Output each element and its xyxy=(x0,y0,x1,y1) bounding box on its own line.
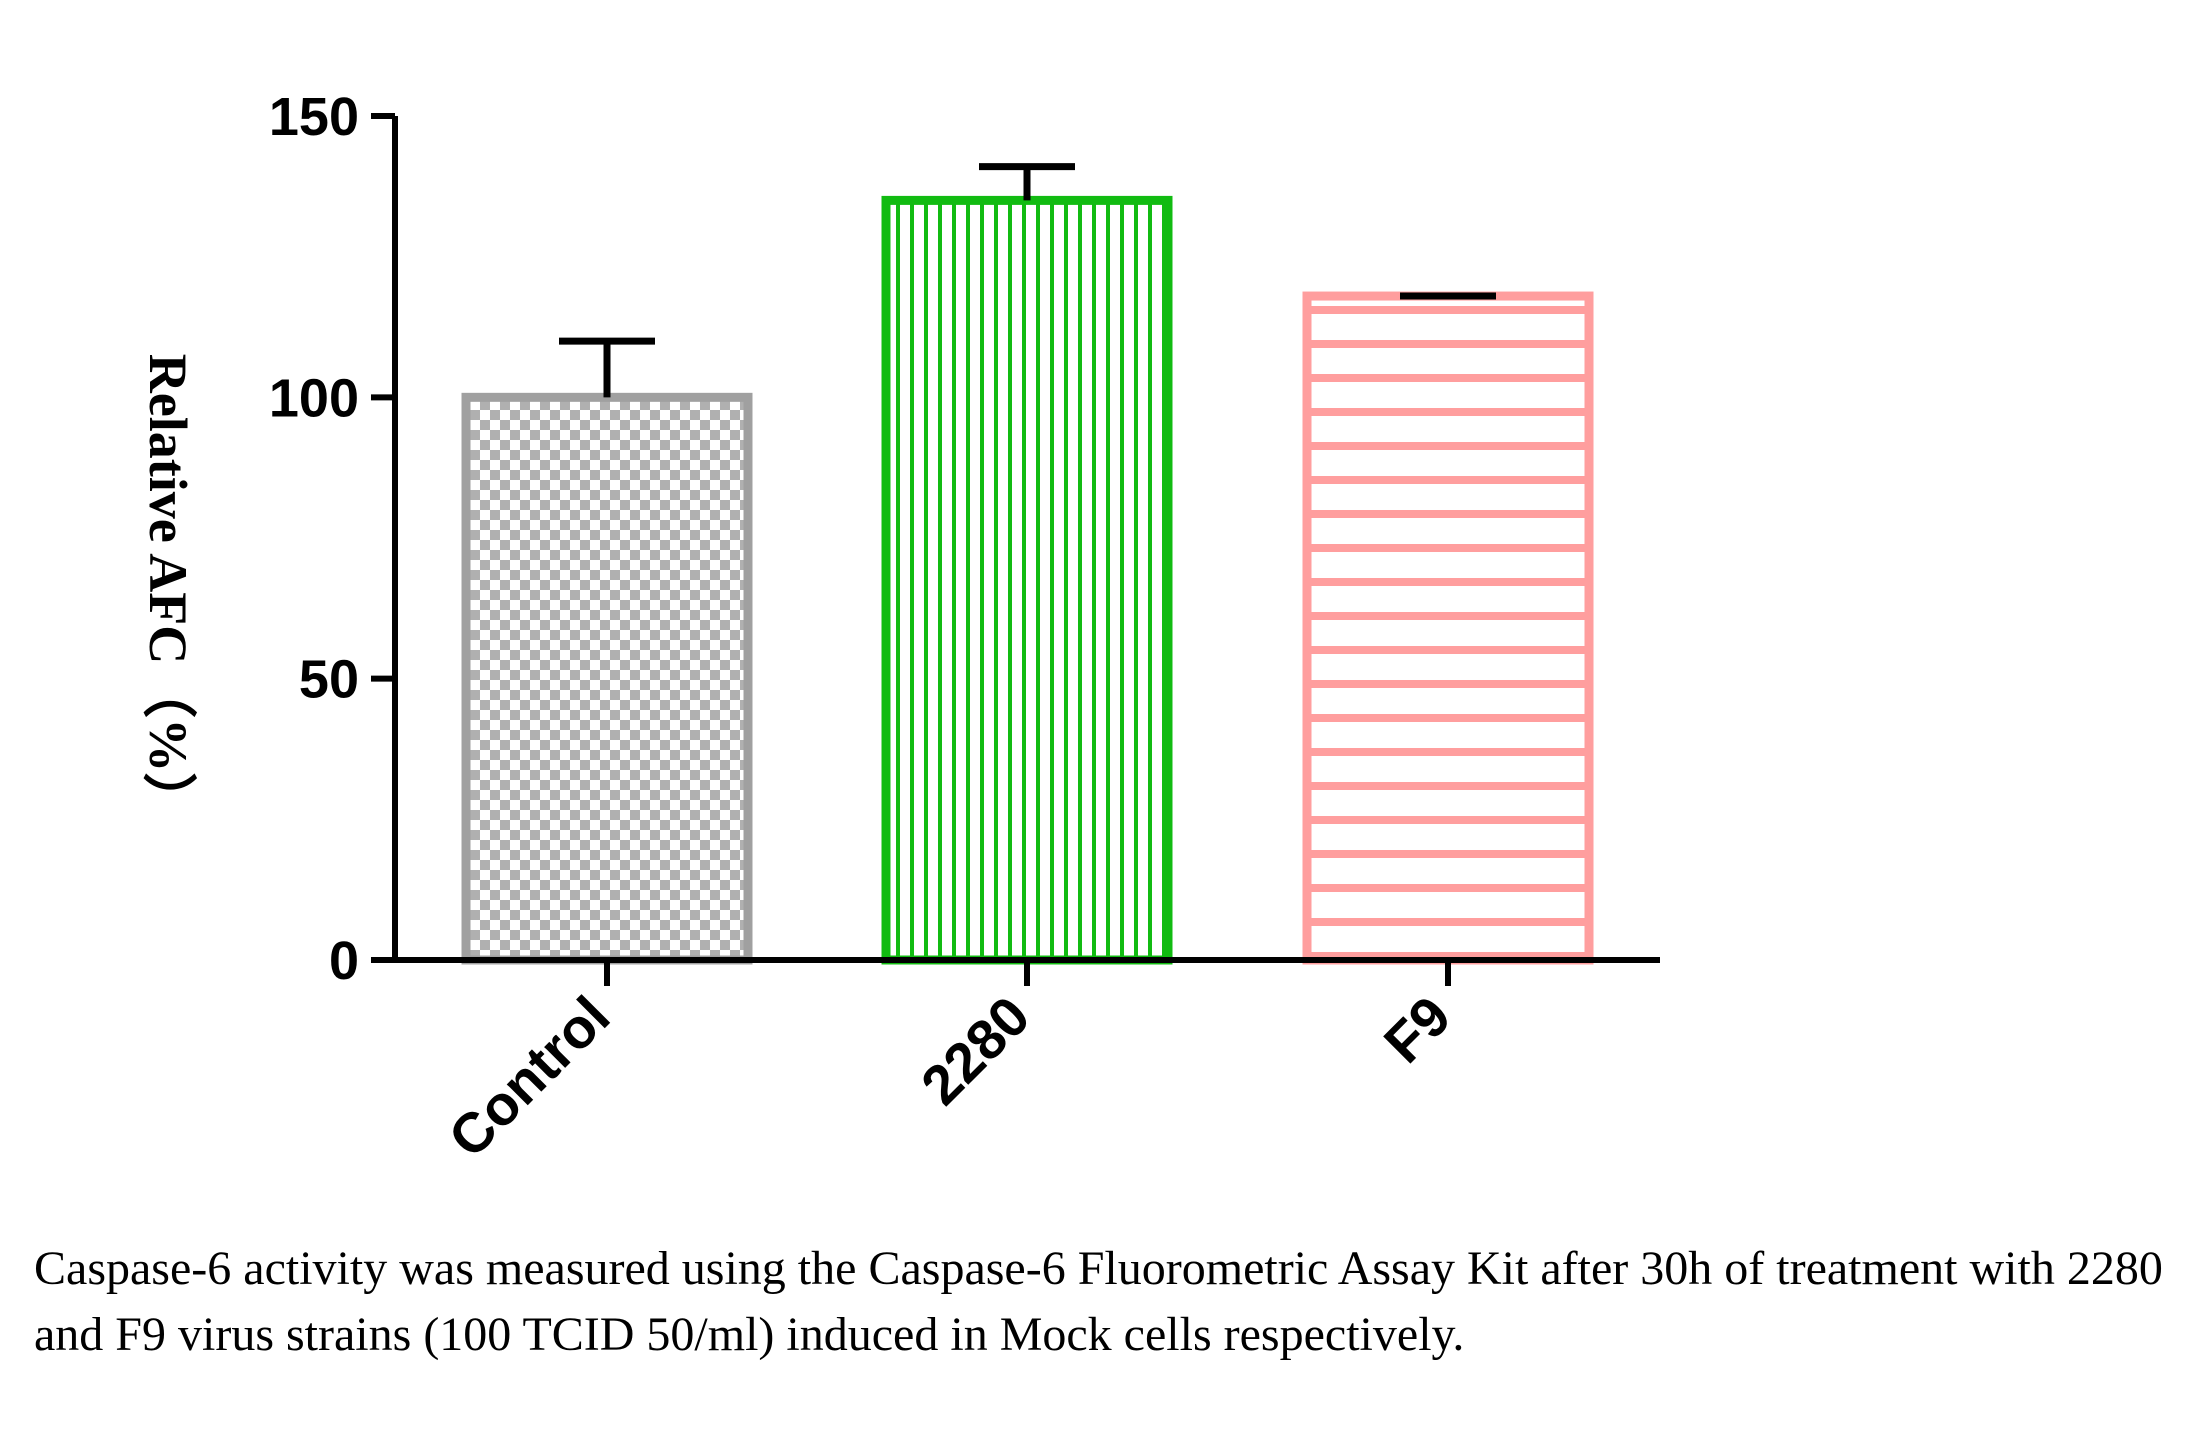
y-tick-label-100: 100 xyxy=(269,368,359,428)
bar-f9 xyxy=(1302,291,1594,965)
y-axis-label: Relative AFC（%） xyxy=(138,354,198,826)
y-tick-label-50: 50 xyxy=(299,650,359,710)
x-tick-label-f9: F9 xyxy=(1372,984,1463,1075)
y-tick-label-150: 150 xyxy=(269,87,359,147)
bar-control xyxy=(461,392,753,965)
bar-2280 xyxy=(881,195,1173,965)
y-tick-label-0: 0 xyxy=(329,931,359,991)
x-tick-label-control: Control xyxy=(436,984,621,1169)
bar-chart: 0 50 100 150 Control 2280 F9 Relative AFC（%） xyxy=(138,87,1660,1169)
figure-caption: Caspase-6 activity was measured using th… xyxy=(34,1242,2163,1361)
x-tick-label-2280: 2280 xyxy=(909,984,1042,1117)
